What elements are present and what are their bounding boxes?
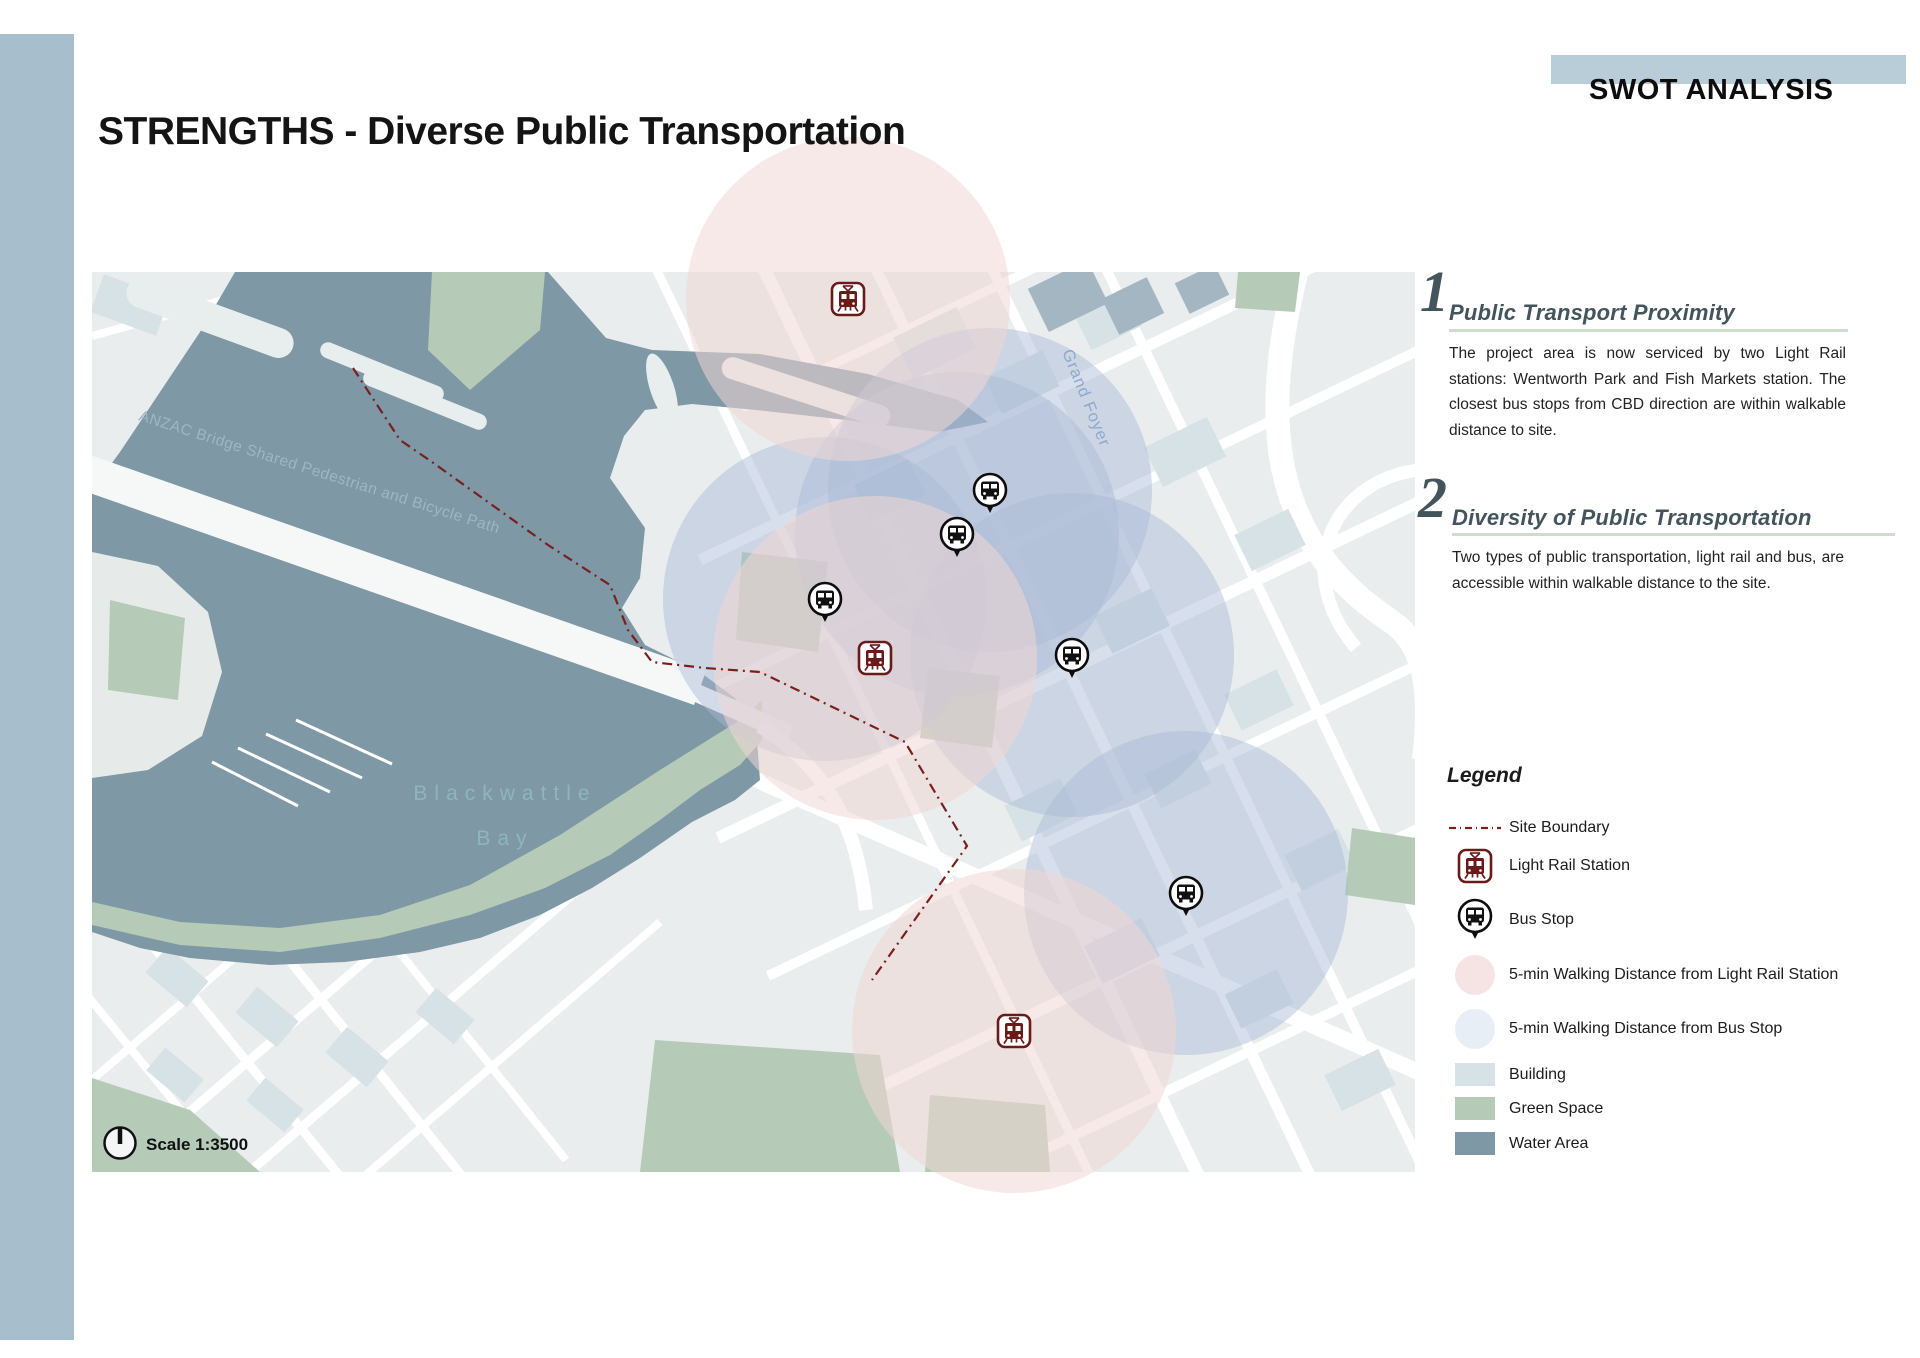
legend-title: Legend bbox=[1447, 764, 1522, 787]
section-2-heading: Diversity of Public Transportation bbox=[1452, 505, 1812, 530]
bay-label-line2: Bay bbox=[476, 827, 533, 850]
legend-item-green-space: Green Space bbox=[1447, 1097, 1603, 1120]
legend-item-rail-walk: 5-min Walking Distance from Light Rail S… bbox=[1447, 954, 1838, 996]
section-1-underline bbox=[1449, 329, 1848, 332]
section-1-body: The project area is now serviced by two … bbox=[1449, 345, 1846, 440]
green-space-swatch bbox=[1447, 1097, 1503, 1120]
legend-label: Light Rail Station bbox=[1509, 857, 1630, 874]
bus-stop-legend-icon bbox=[1447, 898, 1503, 942]
bay-label-line1: Blackwattle bbox=[413, 782, 596, 805]
legend-item-building: Building bbox=[1447, 1063, 1566, 1086]
peninsula-green bbox=[108, 600, 185, 700]
bus-walk-circle-icon bbox=[1447, 1009, 1503, 1049]
light-rail-station-marker bbox=[996, 1013, 1032, 1049]
scale-label: Scale 1:3500 bbox=[146, 1135, 248, 1154]
light-rail-legend-icon bbox=[1447, 847, 1503, 885]
left-accent-strip bbox=[0, 34, 74, 1340]
boat bbox=[646, 353, 678, 423]
legend-label: Bus Stop bbox=[1509, 911, 1574, 928]
legend-item-bus-walk: 5-min Walking Distance from Bus Stop bbox=[1447, 1008, 1782, 1050]
light-rail-station-marker bbox=[857, 640, 893, 676]
legend-label: 5-min Walking Distance from Light Rail S… bbox=[1509, 966, 1839, 983]
legend-label: 5-min Walking Distance from Bus Stop bbox=[1509, 1020, 1783, 1037]
swot-header-title: SWOT ANALYSIS bbox=[1589, 74, 1834, 106]
legend-item-light-rail: Light Rail Station bbox=[1447, 846, 1630, 886]
section-1-number: 1 bbox=[1420, 259, 1449, 324]
legend-item-bus-stop: Bus Stop bbox=[1447, 898, 1574, 942]
swot-header-bar bbox=[1551, 55, 1906, 84]
section-1-heading: Public Transport Proximity bbox=[1449, 300, 1735, 325]
building-swatch bbox=[1447, 1063, 1503, 1086]
rail-walk-circle-icon bbox=[1447, 955, 1503, 995]
marina-docks bbox=[211, 718, 393, 808]
legend-label: Green Space bbox=[1509, 1099, 1604, 1117]
legend-label: Water Area bbox=[1509, 1134, 1589, 1152]
site-boundary-line bbox=[352, 367, 969, 981]
north-indicator bbox=[103, 1126, 137, 1160]
legend-label: Building bbox=[1509, 1065, 1566, 1083]
page-title: STRENGTHS - Diverse Public Transportatio… bbox=[98, 110, 906, 153]
legend-label: Site Boundary bbox=[1509, 819, 1610, 836]
water-area-swatch bbox=[1447, 1132, 1503, 1155]
site-boundary-icon bbox=[1447, 825, 1503, 831]
section-2-body: Two types of public transportation, ligh… bbox=[1452, 549, 1844, 592]
light-rail-station-marker bbox=[830, 281, 866, 317]
section-2-number: 2 bbox=[1418, 465, 1447, 530]
legend-item-site-boundary: Site Boundary bbox=[1447, 818, 1610, 838]
section-2-underline bbox=[1452, 533, 1895, 536]
legend-item-water-area: Water Area bbox=[1447, 1132, 1588, 1155]
